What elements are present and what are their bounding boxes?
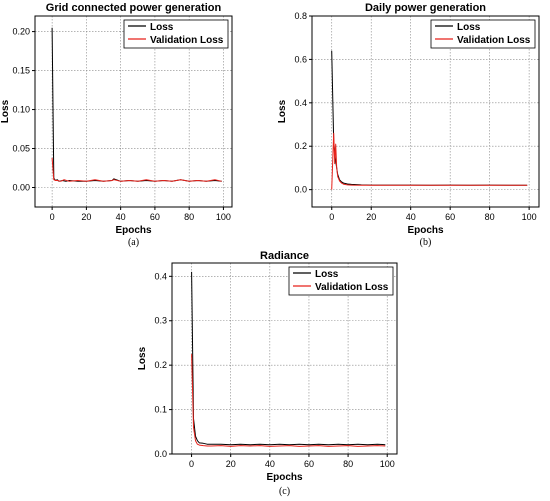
x-tick-label: 100 [522,212,537,222]
series-line-loss [191,271,386,446]
y-tick-label: 0.20 [12,27,30,37]
y-tick-label: 0.2 [154,360,167,370]
y-tick-label: 0.0 [294,185,307,195]
plot-frame [311,15,540,208]
legend-label: Validation Loss [315,282,389,293]
y-tick-label: 0.8 [294,11,307,21]
x-tick-label: 80 [184,212,194,222]
subfigure-caption: (b) [420,237,432,248]
x-tick-label: 60 [150,212,160,222]
y-tick-label: 0.2 [294,141,307,151]
x-tick-label: 60 [445,212,455,222]
series-line-validation-loss [191,354,386,447]
x-axis-label: Epochs [266,472,303,483]
x-tick-label: 100 [216,212,231,222]
chart-title: Radiance [260,250,309,262]
legend-box [123,19,229,49]
legend: Loss Validation Loss [430,19,536,49]
chart-title: Grid connected power generation [46,2,222,14]
chart-b: Daily power generation 0 20 40 60 80 100 0.0 0.2… [277,2,540,248]
y-tick-label: 0.1 [154,405,167,415]
subfigure-caption: (c) [279,486,290,497]
legend: Loss Validation Loss [288,266,394,296]
series-line-loss [331,50,528,186]
x-tick-label: 80 [485,212,495,222]
legend-box [430,19,536,49]
chart-title: Daily power generation [365,2,486,14]
x-tick-label: 20 [81,212,91,222]
x-tick-label: 40 [406,212,416,222]
y-tick-label: 0.05 [12,144,30,154]
y-tick-label: 0.15 [12,66,30,76]
y-axis-label: Loss [0,99,11,123]
x-tick-label: 20 [366,212,376,222]
legend-label: Validation Loss [150,35,224,46]
x-axis-label: Epochs [115,225,152,236]
x-tick-label: 0 [50,212,55,222]
chart-a: Grid connected power generation 0 20 40 60 80… [0,2,233,248]
y-tick-label: 0.6 [294,54,307,64]
legend-label: Validation Loss [457,35,531,46]
y-tick-label: 0.4 [294,98,307,108]
x-axis-label: Epochs [407,225,444,236]
y-tick-label: 0.4 [154,271,167,281]
y-axis-label: Loss [137,346,148,370]
plot-frame [34,15,233,208]
plot-frame [171,262,398,455]
legend-label: Loss [315,269,339,280]
chart-c: Radiance 0 20 40 60 80 100 0.0 0.1 0.2 0.3 0.4 Epoch… [137,250,398,497]
legend-label: Loss [457,22,481,33]
legend: Loss Validation Loss [123,19,229,49]
x-tick-label: 0 [329,212,334,222]
series-line-loss [51,27,222,182]
x-tick-label: 80 [343,459,353,469]
y-tick-label: 0.00 [12,183,30,193]
y-tick-label: 0.10 [12,105,30,115]
series-line-validation-loss [331,132,528,190]
y-tick-label: 0.0 [154,449,167,459]
x-tick-label: 20 [226,459,236,469]
y-tick-label: 0.3 [154,316,167,326]
x-tick-label: 0 [189,459,194,469]
x-tick-label: 40 [265,459,275,469]
x-tick-label: 60 [304,459,314,469]
legend-label: Loss [150,22,174,33]
series-line-validation-loss [51,157,222,182]
y-axis-label: Loss [277,99,288,123]
subfigure-caption: (a) [128,237,139,248]
x-tick-label: 100 [380,459,395,469]
legend-box [288,266,394,296]
x-tick-label: 40 [116,212,126,222]
